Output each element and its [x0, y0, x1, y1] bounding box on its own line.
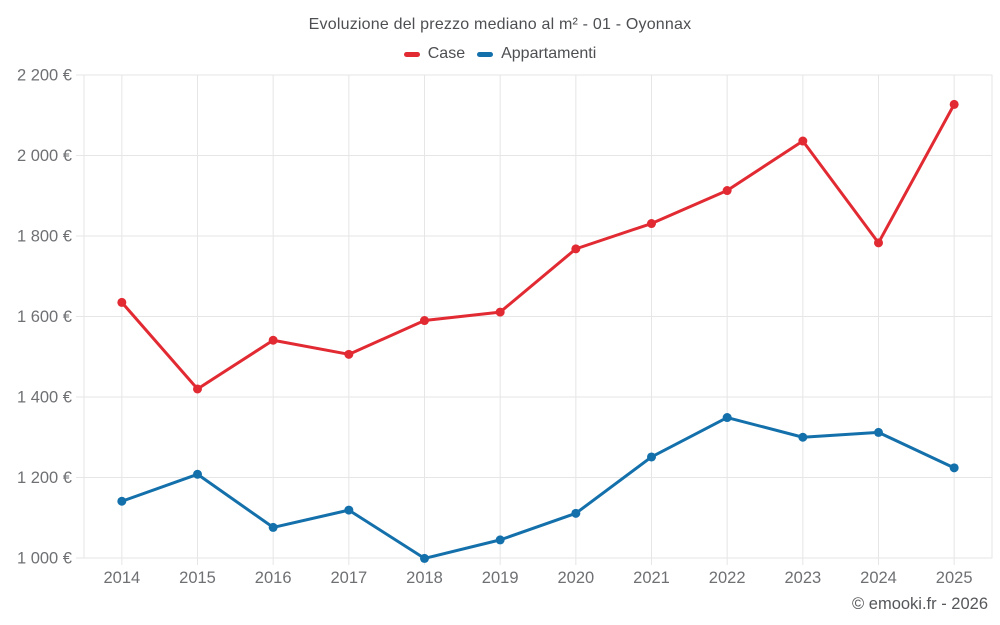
- appartamenti-data-point[interactable]: [117, 496, 127, 506]
- appartamenti-data-point[interactable]: [722, 413, 732, 423]
- credit-text: © emooki.fr - 2026: [852, 595, 988, 613]
- y-axis-tick-label: 2 000 €: [17, 147, 72, 165]
- case-data-point[interactable]: [874, 238, 883, 248]
- x-axis-tick-label: 2017: [330, 569, 367, 587]
- x-axis-tick-label: 2024: [860, 569, 897, 587]
- case-data-point[interactable]: [344, 349, 354, 359]
- case-data-point[interactable]: [949, 99, 959, 109]
- appartamenti-data-point[interactable]: [949, 463, 959, 473]
- x-axis-tick-label: 2023: [784, 569, 821, 587]
- legend: Case Appartamenti: [0, 45, 1000, 63]
- y-axis-tick-label: 1 400 €: [17, 389, 72, 407]
- x-axis-tick-label: 2022: [709, 569, 746, 587]
- case-data-point[interactable]: [571, 244, 581, 254]
- x-axis-tick-label: 2021: [633, 569, 670, 587]
- case-data-point[interactable]: [117, 297, 127, 307]
- x-axis-tick-label: 2020: [557, 569, 594, 587]
- appartamenti-line: [120, 416, 956, 560]
- appartamenti-data-point[interactable]: [647, 452, 656, 462]
- x-axis-tick-label: 2014: [103, 569, 140, 587]
- plot-border: [83, 74, 993, 559]
- legend-item-appartamenti[interactable]: Appartamenti: [477, 45, 596, 63]
- appartamenti-data-point[interactable]: [420, 553, 429, 563]
- legend-item-case[interactable]: Case: [403, 45, 466, 63]
- y-axis-tick-label: 1 200 €: [17, 469, 72, 487]
- case-line: [120, 102, 956, 391]
- y-axis-tick-label: 1 000 €: [17, 550, 72, 568]
- case-series-label: Case: [427, 45, 466, 62]
- case-data-point[interactable]: [420, 316, 429, 326]
- x-axis-tick-label: 2025: [936, 569, 973, 587]
- case-data-point[interactable]: [495, 307, 505, 317]
- appartamenti-series-label: Appartamenti: [501, 45, 597, 62]
- case-data-point[interactable]: [798, 136, 808, 146]
- appartamenti-data-point[interactable]: [495, 535, 505, 545]
- x-axis-tick-label: 2019: [482, 569, 519, 587]
- x-axis-tick-label: 2018: [406, 569, 443, 587]
- x-axis-tick-label: 2015: [179, 569, 216, 587]
- chart-title: Evoluzione del prezzo mediano al m² - 01…: [308, 16, 692, 33]
- appartamenti-data-point[interactable]: [571, 508, 581, 518]
- appartamenti-data-point[interactable]: [874, 427, 883, 437]
- appartamenti-series-swatch: [477, 51, 494, 57]
- y-axis-tick-label: 1 600 €: [17, 308, 72, 326]
- case-data-point[interactable]: [722, 186, 732, 196]
- y-axis-tick-label: 1 800 €: [17, 228, 72, 246]
- x-axis-tick-label: 2016: [255, 569, 292, 587]
- case-data-point[interactable]: [193, 384, 202, 394]
- case-data-point[interactable]: [268, 335, 278, 345]
- case-series-swatch: [403, 51, 420, 57]
- case-data-point[interactable]: [647, 219, 656, 229]
- appartamenti-data-point[interactable]: [798, 432, 808, 442]
- appartamenti-data-point[interactable]: [344, 505, 354, 515]
- y-axis-tick-label: 2 200 €: [17, 67, 72, 85]
- appartamenti-data-point[interactable]: [193, 469, 202, 479]
- appartamenti-data-point[interactable]: [268, 522, 278, 532]
